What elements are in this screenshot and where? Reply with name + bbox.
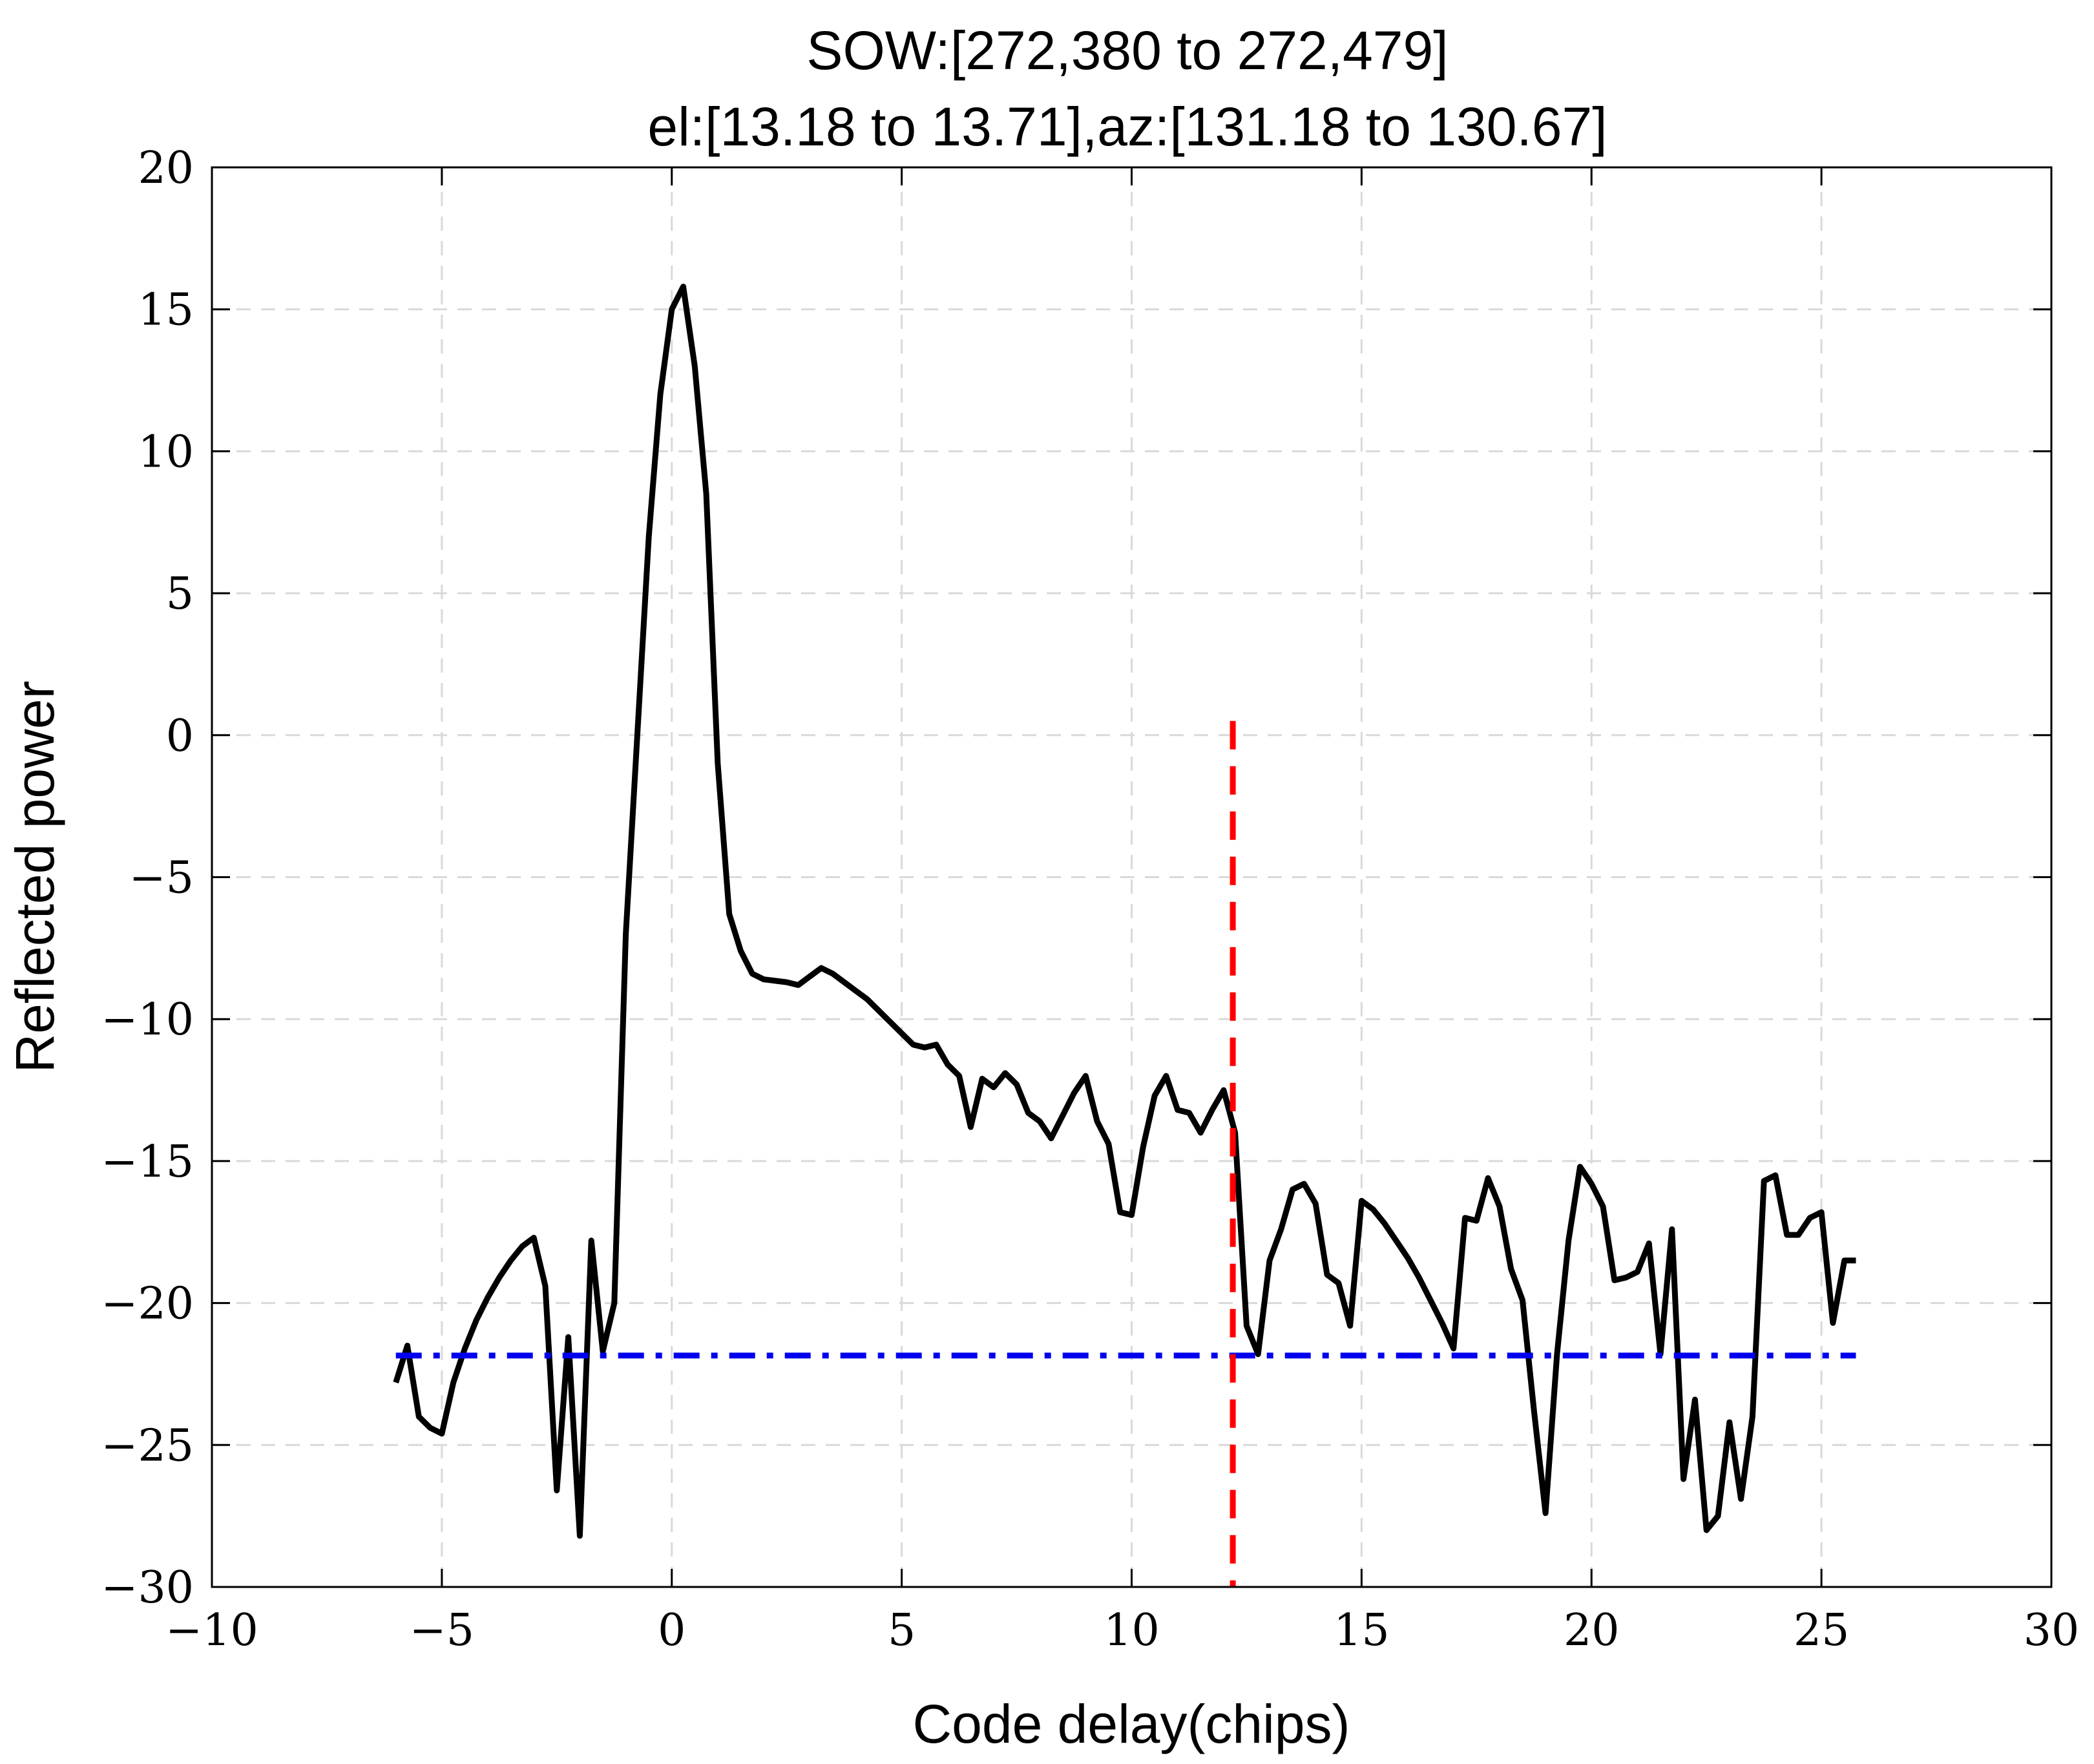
y-tick-label: 5 (166, 569, 194, 620)
x-axis-label: Code delay(chips) (912, 1694, 1350, 1754)
x-tick-label: −10 (165, 1605, 258, 1656)
x-tick-label: 5 (888, 1605, 916, 1656)
x-tick-label: 0 (658, 1605, 686, 1656)
axis-ticks: −10 −5 0 5 10 15 20 25 30 −30 −25 −20 −15 −10 −5 0 5 10 15… (101, 143, 2079, 1656)
x-tick-label: 15 (1334, 1605, 1390, 1656)
x-tick-label: −5 (410, 1605, 474, 1656)
y-tick-label: 20 (138, 143, 194, 194)
y-tick-label: −15 (101, 1137, 194, 1188)
x-tick-label: 25 (1794, 1605, 1850, 1656)
y-tick-label: −25 (101, 1420, 194, 1471)
y-tick-label: −20 (101, 1279, 194, 1330)
series-layer (393, 284, 1856, 1587)
y-tick-label: 15 (138, 285, 194, 336)
chart-title-line-2: el:[13.18 to 13.71],az:[131.18 to 130.67… (647, 96, 1607, 157)
x-tick-label: 10 (1104, 1605, 1160, 1656)
y-tick-label: −5 (129, 853, 194, 904)
reflected-power-line (393, 284, 1856, 1539)
x-tick-label: 20 (1564, 1605, 1620, 1656)
y-tick-label: 10 (138, 426, 194, 478)
chart-title-line-1: SOW:[272,380 to 272,479] (806, 20, 1448, 81)
y-axis-label: Reflected power (5, 681, 65, 1073)
grid (212, 167, 2051, 1587)
x-tick-label: 30 (2024, 1605, 2080, 1656)
y-tick-label: −10 (101, 994, 194, 1045)
y-tick-label: 0 (166, 711, 194, 762)
y-tick-label: −30 (101, 1562, 194, 1613)
